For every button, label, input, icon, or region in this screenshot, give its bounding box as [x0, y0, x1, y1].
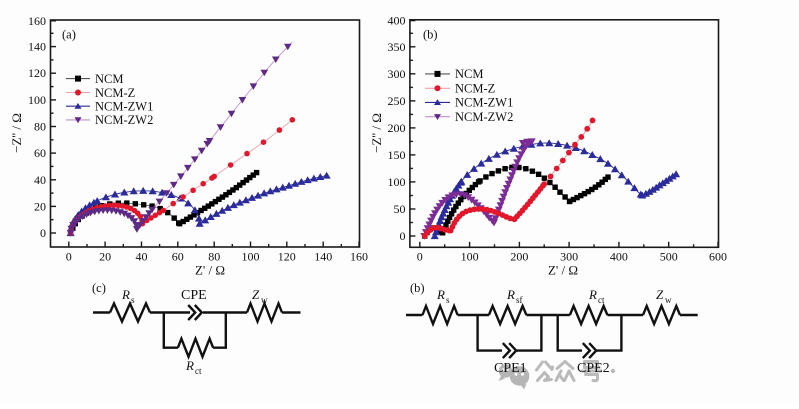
svg-text:NCM-ZW2: NCM-ZW2 — [455, 110, 513, 124]
svg-text:NCM-ZW1: NCM-ZW1 — [455, 96, 513, 110]
svg-text:100: 100 — [388, 175, 406, 189]
svg-text:(b): (b) — [423, 28, 438, 42]
svg-text:Z: Z — [656, 287, 664, 302]
svg-text:20: 20 — [99, 250, 111, 264]
svg-text:NCM-Z: NCM-Z — [455, 82, 495, 96]
svg-text:0: 0 — [400, 229, 406, 243]
svg-text:350: 350 — [388, 40, 406, 54]
svg-text:−Z'' / Ω: −Z'' / Ω — [369, 113, 384, 153]
svg-text:160: 160 — [28, 14, 46, 28]
svg-text:NCM-Z: NCM-Z — [95, 86, 135, 100]
svg-text:R: R — [588, 287, 597, 302]
svg-text:R: R — [436, 287, 445, 302]
svg-text:40: 40 — [136, 250, 148, 264]
svg-text:R: R — [185, 358, 194, 373]
svg-text:Z: Z — [252, 287, 260, 302]
svg-text:200: 200 — [510, 250, 528, 264]
svg-text:40: 40 — [34, 173, 46, 187]
svg-text:0: 0 — [417, 250, 423, 264]
svg-text:R: R — [121, 287, 130, 302]
svg-text:−Z'' / Ω: −Z'' / Ω — [9, 113, 24, 153]
svg-text:Z' / Ω: Z' / Ω — [195, 263, 225, 278]
svg-text:500: 500 — [660, 250, 678, 264]
svg-text:CPE2: CPE2 — [577, 361, 610, 376]
svg-text:CPE: CPE — [181, 288, 207, 303]
svg-text:NCM-ZW1: NCM-ZW1 — [95, 100, 153, 114]
svg-text:300: 300 — [560, 250, 578, 264]
svg-text:w: w — [261, 295, 268, 305]
svg-text:(b): (b) — [410, 281, 425, 295]
svg-text:60: 60 — [34, 146, 46, 160]
svg-text:s: s — [131, 295, 135, 305]
svg-text:100: 100 — [242, 250, 260, 264]
svg-text:w: w — [665, 295, 672, 305]
svg-text:600: 600 — [709, 250, 727, 264]
svg-text:0: 0 — [66, 250, 72, 264]
svg-text:300: 300 — [388, 67, 406, 81]
svg-text:150: 150 — [388, 148, 406, 162]
svg-text:50: 50 — [394, 202, 406, 216]
svg-text:Z' / Ω: Z' / Ω — [548, 263, 578, 278]
svg-text:160: 160 — [350, 250, 368, 264]
svg-text:ct: ct — [598, 295, 605, 305]
svg-text:sf: sf — [516, 295, 523, 305]
svg-text:(a): (a) — [62, 28, 76, 42]
svg-text:200: 200 — [388, 121, 406, 135]
svg-text:ct: ct — [195, 366, 202, 376]
svg-text:140: 140 — [314, 250, 332, 264]
svg-text:100: 100 — [28, 93, 46, 107]
svg-text:0: 0 — [40, 226, 46, 240]
svg-text:80: 80 — [34, 120, 46, 134]
svg-text:CPE1: CPE1 — [494, 361, 527, 376]
svg-text:NCM-ZW2: NCM-ZW2 — [95, 113, 153, 127]
svg-text:80: 80 — [208, 250, 220, 264]
svg-text:120: 120 — [278, 250, 296, 264]
svg-text:400: 400 — [610, 250, 628, 264]
svg-text:NCM: NCM — [455, 67, 483, 81]
svg-text:s: s — [446, 295, 450, 305]
svg-text:250: 250 — [388, 94, 406, 108]
svg-text:R: R — [506, 287, 515, 302]
svg-text:60: 60 — [172, 250, 184, 264]
svg-text:100: 100 — [461, 250, 479, 264]
svg-text:20: 20 — [34, 199, 46, 213]
svg-text:NCM: NCM — [95, 72, 123, 86]
svg-text:400: 400 — [388, 14, 406, 28]
svg-text:140: 140 — [28, 40, 46, 54]
svg-text:120: 120 — [28, 66, 46, 80]
svg-text:(c): (c) — [92, 281, 106, 295]
